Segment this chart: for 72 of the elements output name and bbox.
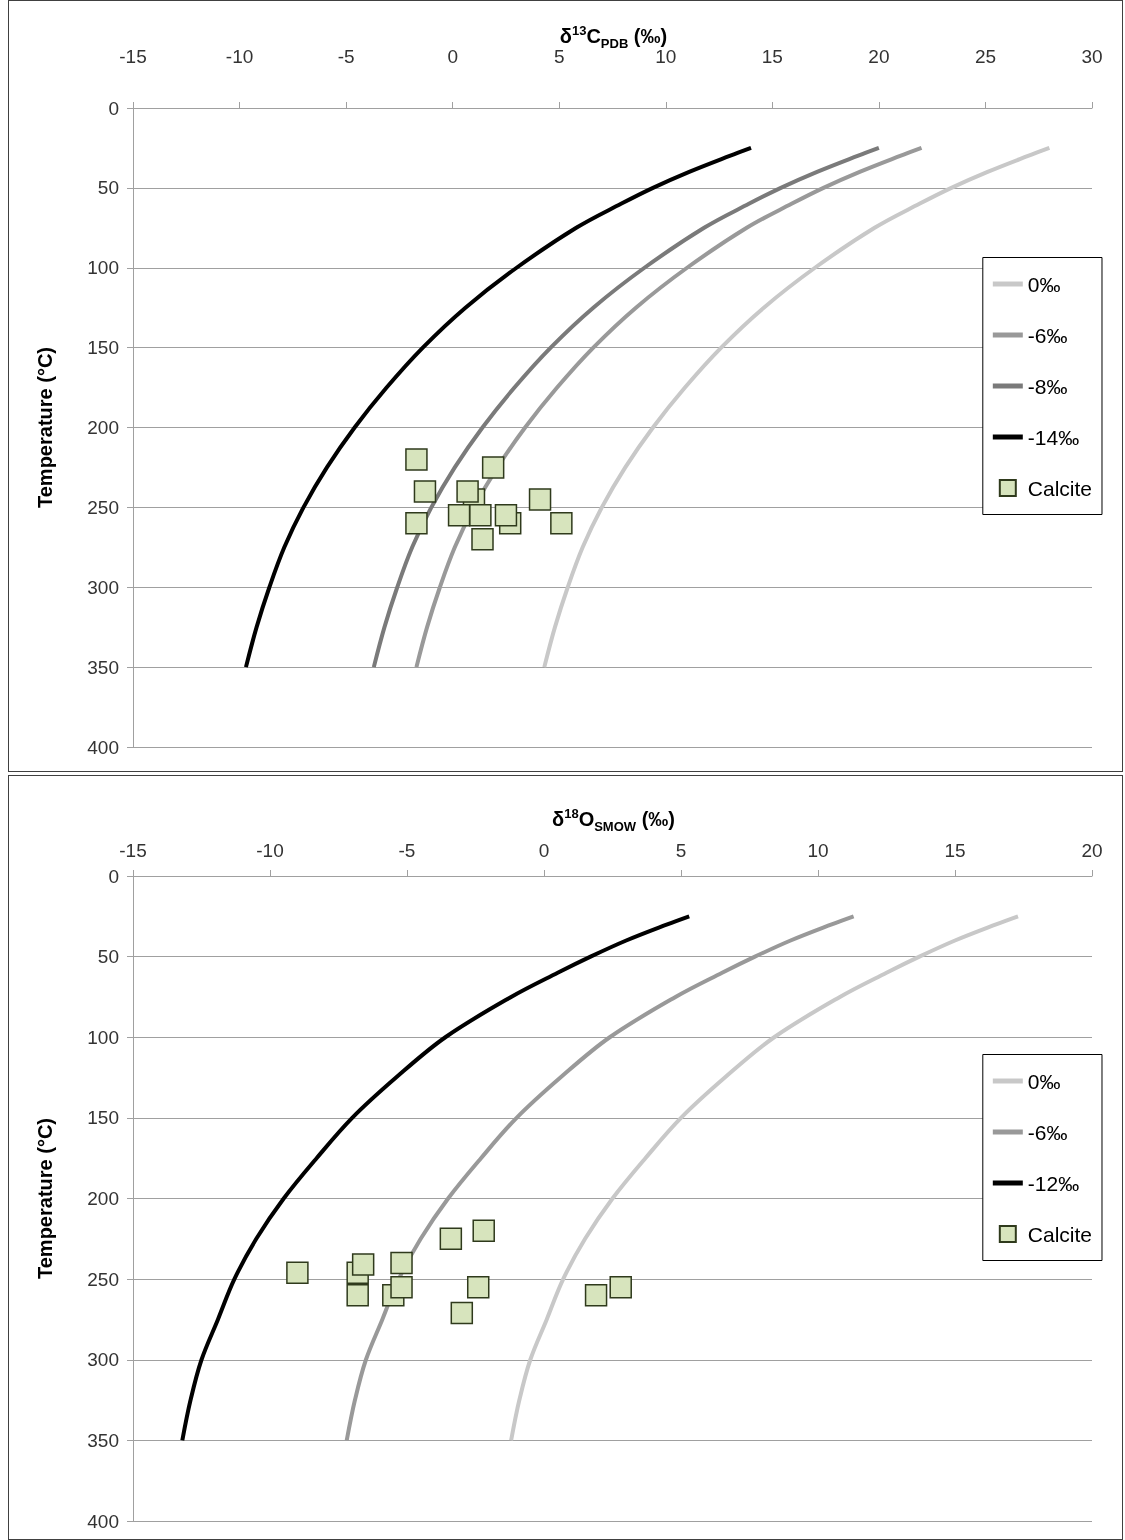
point: [550, 512, 573, 535]
x-tick-label: 20: [1081, 840, 1103, 861]
x-tick-label: 5: [675, 840, 687, 861]
point: [584, 1284, 608, 1307]
x-tick-label: 25: [974, 46, 997, 67]
legend-label: -6‰: [1027, 323, 1068, 347]
y-tick-label: 250: [87, 1268, 119, 1290]
x-axis-title: δ$^{18}$O$_{SMOW}$ (‰): [552, 805, 675, 836]
y-tick-label: 250: [87, 496, 119, 518]
x-tick-label: -5: [398, 840, 416, 861]
x-tick-label: 0: [447, 46, 458, 67]
point: [481, 456, 505, 479]
y-tick-label: 350: [87, 1429, 119, 1451]
x-tick-label: 15: [761, 46, 783, 67]
point: [456, 480, 479, 503]
line-series: [243, 145, 754, 670]
point: [469, 504, 492, 527]
point: [413, 480, 437, 503]
legend-label: Calcite: [1027, 476, 1093, 500]
point: [494, 504, 518, 527]
line-series: [180, 914, 692, 1443]
point: [390, 1251, 413, 1275]
y-tick-label: 400: [87, 1510, 119, 1532]
point: [466, 1275, 490, 1299]
y-tick-label: 150: [87, 1107, 119, 1129]
legend-label: -6‰: [1027, 1120, 1068, 1144]
y-tick-label: 300: [87, 1349, 119, 1371]
point: [450, 1301, 474, 1325]
y-tick-label: 100: [87, 257, 119, 279]
line-series: [371, 145, 881, 670]
legend-label: -8‰: [1027, 374, 1068, 398]
x-tick-label: 20: [868, 46, 890, 67]
y-axis-title: Temperature (°C): [34, 1118, 56, 1279]
point: [390, 1275, 413, 1299]
y-tick-label: 150: [87, 337, 119, 359]
x-tick-label: -15: [119, 840, 147, 861]
point: [439, 1227, 463, 1251]
y-tick-label: 200: [87, 417, 119, 438]
y-tick-label: 50: [97, 177, 119, 199]
point: [471, 528, 494, 551]
x-tick-label: 15: [944, 840, 966, 861]
y-tick-label: 400: [87, 736, 119, 758]
point: [346, 1284, 369, 1307]
x-tick-label: -10: [225, 46, 254, 67]
point: [351, 1253, 375, 1276]
y-tick-label: 50: [97, 946, 119, 968]
y-axis-title: Temperature (°C): [34, 347, 56, 508]
point: [528, 488, 552, 511]
legend-label: -14‰: [1027, 425, 1080, 449]
point: [472, 1219, 495, 1242]
x-tick-label: 30: [1081, 46, 1103, 67]
x-tick-label: 0: [538, 840, 550, 861]
point: [405, 448, 428, 471]
x-tick-label: 10: [807, 840, 829, 861]
point: [447, 504, 471, 527]
x-tick-label: -15: [119, 46, 147, 67]
line-series: [509, 914, 1021, 1443]
y-tick-label: 100: [87, 1026, 119, 1048]
y-tick-label: 350: [87, 656, 119, 678]
point: [609, 1275, 632, 1299]
x-tick-label: -10: [256, 840, 284, 861]
y-tick-label: 200: [87, 1188, 119, 1209]
y-tick-label: 300: [87, 576, 119, 598]
legend-label: -12‰: [1027, 1171, 1080, 1195]
y-tick-label: 0: [108, 97, 119, 119]
legend-label: 0‰: [1027, 1069, 1061, 1093]
point: [405, 512, 428, 535]
legend-label: Calcite: [1027, 1222, 1093, 1246]
legend-label: 0‰: [1027, 272, 1061, 296]
y-tick-label: 0: [108, 865, 119, 887]
point: [286, 1261, 309, 1284]
x-tick-label: -5: [337, 46, 355, 67]
